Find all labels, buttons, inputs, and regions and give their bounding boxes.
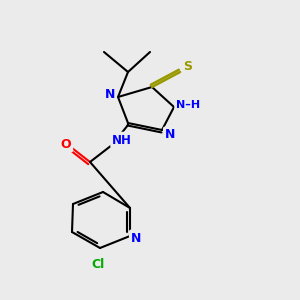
Text: S: S (184, 61, 193, 74)
Text: O: O (61, 137, 71, 151)
Text: Cl: Cl (92, 257, 105, 271)
Text: N: N (105, 88, 115, 101)
Text: N–H: N–H (176, 100, 200, 110)
Text: NH: NH (112, 134, 132, 146)
Text: N: N (165, 128, 175, 142)
Text: N: N (131, 232, 141, 244)
